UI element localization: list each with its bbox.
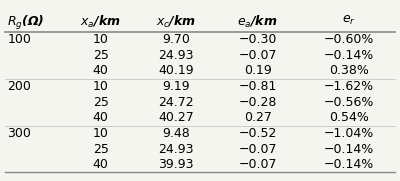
Text: 40: 40 xyxy=(93,64,109,77)
Text: 24.93: 24.93 xyxy=(158,142,194,155)
Text: 0.54%: 0.54% xyxy=(329,111,369,124)
Text: 25: 25 xyxy=(93,49,109,62)
Text: −0.07: −0.07 xyxy=(238,142,277,155)
Text: 0.19: 0.19 xyxy=(244,64,272,77)
Text: 40: 40 xyxy=(93,158,109,171)
Text: −0.52: −0.52 xyxy=(238,127,277,140)
Text: 9.48: 9.48 xyxy=(162,127,190,140)
Text: −0.28: −0.28 xyxy=(238,96,277,109)
Text: 9.19: 9.19 xyxy=(162,80,190,93)
Text: 39.93: 39.93 xyxy=(158,158,194,171)
Text: 0.27: 0.27 xyxy=(244,111,272,124)
Text: 200: 200 xyxy=(7,80,31,93)
Text: 24.93: 24.93 xyxy=(158,49,194,62)
Text: −1.62%: −1.62% xyxy=(324,80,374,93)
Text: −0.60%: −0.60% xyxy=(324,33,374,46)
Text: $x_a$/km: $x_a$/km xyxy=(80,14,121,30)
Text: $e_a$/km: $e_a$/km xyxy=(237,14,278,30)
Text: 40.19: 40.19 xyxy=(158,64,194,77)
Text: $x_c$/km: $x_c$/km xyxy=(156,14,196,30)
Text: 0.38%: 0.38% xyxy=(329,64,369,77)
Text: 10: 10 xyxy=(93,33,109,46)
Text: −0.14%: −0.14% xyxy=(324,158,374,171)
Text: 25: 25 xyxy=(93,96,109,109)
Text: −0.30: −0.30 xyxy=(238,33,277,46)
Text: 9.70: 9.70 xyxy=(162,33,190,46)
Text: 40.27: 40.27 xyxy=(158,111,194,124)
Text: 10: 10 xyxy=(93,80,109,93)
Text: 10: 10 xyxy=(93,127,109,140)
Text: −0.81: −0.81 xyxy=(238,80,277,93)
Text: −0.14%: −0.14% xyxy=(324,142,374,155)
Text: 24.72: 24.72 xyxy=(158,96,194,109)
Text: −0.14%: −0.14% xyxy=(324,49,374,62)
Text: $e_r$: $e_r$ xyxy=(342,14,356,27)
Text: −0.07: −0.07 xyxy=(238,49,277,62)
Text: −0.56%: −0.56% xyxy=(324,96,374,109)
Text: $R_g$(Ω): $R_g$(Ω) xyxy=(7,14,45,32)
Text: 100: 100 xyxy=(7,33,31,46)
Text: −1.04%: −1.04% xyxy=(324,127,374,140)
Text: 40: 40 xyxy=(93,111,109,124)
Text: 25: 25 xyxy=(93,142,109,155)
Text: 300: 300 xyxy=(7,127,31,140)
Text: −0.07: −0.07 xyxy=(238,158,277,171)
